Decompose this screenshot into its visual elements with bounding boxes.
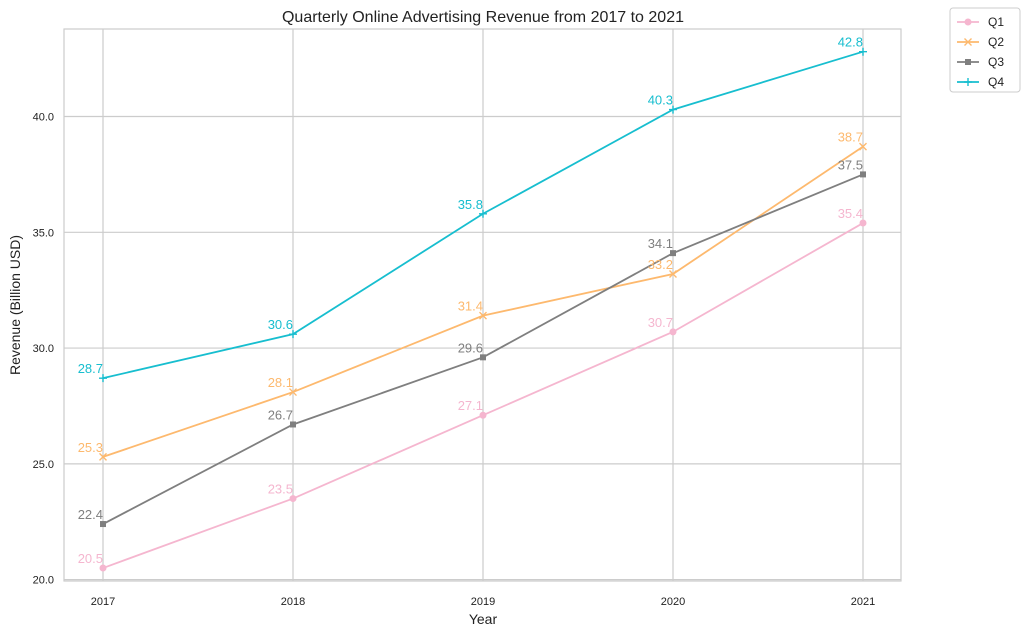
y-tick-label: 25.0: [33, 459, 54, 471]
chart-title: Quarterly Online Advertising Revenue fro…: [282, 9, 684, 26]
data-point-q4: [859, 47, 867, 56]
data-label: 30.6: [268, 317, 293, 332]
legend-label: Q3: [988, 55, 1004, 69]
data-point-q2: [669, 269, 677, 278]
data-label: 28.1: [268, 375, 293, 390]
data-point-q3: [100, 521, 106, 528]
x-tick-label: 2017: [91, 596, 115, 608]
x-tick-label: 2020: [661, 596, 685, 608]
data-label: 23.5: [268, 482, 293, 497]
data-point-q3: [670, 250, 676, 257]
data-point-q2: [99, 452, 107, 461]
data-label: 22.4: [78, 507, 103, 522]
data-point-q1: [289, 495, 297, 503]
data-label: 42.8: [838, 35, 863, 50]
data-label: 20.5: [78, 551, 103, 566]
x-axis-ticks: 2017 2018 2019 2020 2021: [91, 596, 875, 608]
data-labels: 20.5 23.5 27.1 30.7 35.4 25.3 28.1 31.4 33.2 38.7…: [78, 35, 863, 566]
legend-item-q4: Q4: [957, 75, 1004, 89]
y-tick-label: 40.0: [33, 112, 54, 124]
data-label: 37.5: [838, 157, 863, 172]
data-point-q1: [99, 564, 107, 572]
series-q2: [99, 142, 867, 461]
data-label: 30.7: [648, 315, 673, 330]
data-point-q4: [289, 330, 297, 339]
x-tick-label: 2018: [281, 596, 305, 608]
data-point-q3: [290, 421, 296, 428]
series-q4: [99, 47, 867, 383]
series-layer: [99, 47, 867, 572]
legend-marker: [965, 59, 971, 65]
data-label: 40.3: [648, 93, 673, 108]
legend-marker: [964, 38, 972, 46]
y-tick-label: 35.0: [33, 227, 54, 239]
data-label: 25.3: [78, 440, 103, 455]
data-point-q2: [289, 388, 297, 397]
data-label: 35.4: [838, 206, 863, 221]
data-point-q4: [479, 209, 487, 218]
legend-box: [949, 7, 1021, 93]
data-point-q1: [669, 328, 677, 336]
legend: Q1 Q2 Q3 Q4: [949, 7, 1021, 93]
legend-marker: [964, 18, 972, 26]
x-axis-label: Year: [469, 611, 498, 627]
data-point-q1: [859, 219, 867, 227]
data-label: 38.7: [838, 130, 863, 145]
y-tick-label: 30.0: [33, 343, 54, 355]
data-point-q4: [99, 374, 107, 383]
x-tick-label: 2019: [471, 596, 495, 608]
data-label: 33.2: [648, 257, 673, 272]
x-tick-label: 2021: [851, 596, 875, 608]
legend-label: Q4: [988, 75, 1004, 89]
series-q1: [99, 219, 867, 572]
series-q3: [100, 171, 866, 528]
data-label: 27.1: [458, 398, 483, 413]
legend-item-q2: Q2: [957, 35, 1004, 49]
data-point-q1: [479, 411, 487, 419]
legend-item-q1: Q1: [957, 15, 1004, 29]
data-label: 34.1: [648, 236, 673, 251]
data-label: 26.7: [268, 407, 293, 422]
data-point-q3: [480, 354, 486, 361]
legend-marker: [964, 78, 972, 86]
grid-lines: [64, 29, 901, 581]
data-point-q2: [859, 142, 867, 151]
data-label: 29.6: [458, 340, 483, 355]
data-label: 35.8: [458, 197, 483, 212]
data-point-q3: [860, 171, 866, 178]
data-point-q2: [479, 311, 487, 320]
data-label: 31.4: [458, 299, 483, 314]
y-tick-label: 20.0: [33, 575, 54, 587]
y-axis-label: Revenue (Billion USD): [7, 235, 23, 375]
legend-item-q3: Q3: [957, 55, 1004, 69]
legend-label: Q2: [988, 35, 1004, 49]
data-point-q4: [669, 105, 677, 114]
data-label: 28.7: [78, 361, 103, 376]
y-axis-ticks: 20.0 25.0 30.0 35.0 40.0: [33, 112, 54, 587]
legend-label: Q1: [988, 15, 1004, 29]
